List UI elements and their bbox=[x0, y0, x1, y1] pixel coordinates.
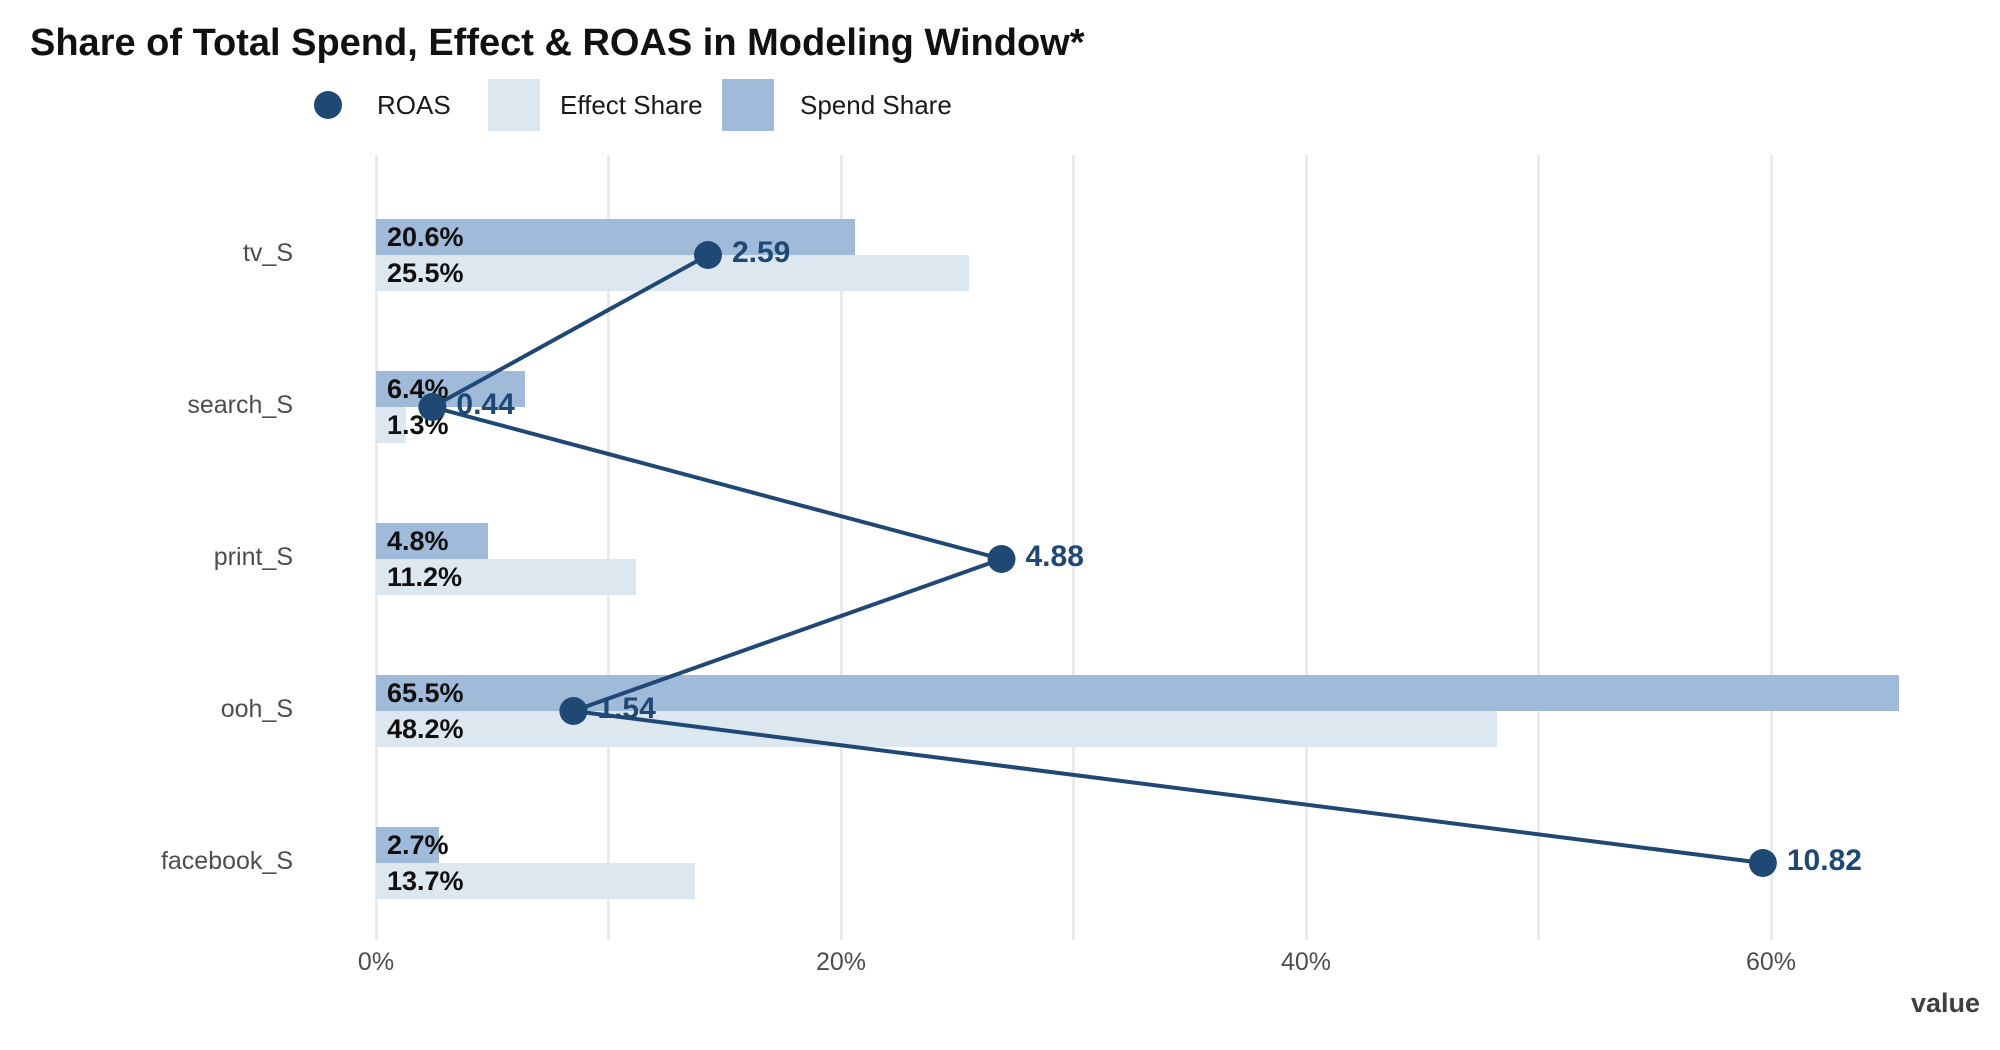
roas-value-label: 10.82 bbox=[1786, 844, 1862, 877]
y-axis-label: ooh_S bbox=[220, 695, 293, 723]
spend-share-value-label: 2.7% bbox=[387, 830, 449, 860]
y-axis-label: print_S bbox=[213, 543, 293, 571]
roas-value-label: 4.88 bbox=[1025, 540, 1084, 573]
legend-roas-dot-icon bbox=[314, 91, 342, 119]
effect-share-value-label: 11.2% bbox=[387, 562, 463, 592]
roas-point bbox=[418, 393, 447, 421]
roas-value-label: 1.54 bbox=[597, 692, 656, 725]
spend-share-value-label: 65.5% bbox=[387, 678, 464, 708]
roas-point bbox=[1748, 849, 1777, 877]
roas-value-label: 0.44 bbox=[456, 388, 515, 421]
spend-share-value-label: 4.8% bbox=[387, 526, 449, 556]
legend-label-effect-share: Effect Share bbox=[560, 90, 703, 120]
effect-share-value-label: 25.5% bbox=[387, 258, 464, 288]
x-tick-label: 40% bbox=[1280, 948, 1332, 976]
y-axis-label: facebook_S bbox=[160, 847, 293, 875]
gridline bbox=[1072, 155, 1075, 940]
gridline bbox=[1537, 155, 1540, 940]
gridline bbox=[839, 155, 843, 940]
effect-share-bar: 1.3% bbox=[376, 407, 449, 443]
legend-spend-share-swatch bbox=[722, 79, 774, 131]
gridline bbox=[1304, 155, 1308, 940]
roas-value-label: 2.59 bbox=[731, 236, 791, 269]
y-axis-label: search_S bbox=[187, 391, 293, 419]
gridline bbox=[1769, 155, 1773, 940]
spend-share-bar: 2.7% bbox=[376, 827, 449, 863]
roas-point bbox=[559, 697, 588, 725]
legend-label-roas: ROAS bbox=[377, 90, 451, 120]
spend-share-bar: 6.4% bbox=[376, 371, 525, 407]
effect-share-value-label: 13.7% bbox=[387, 866, 464, 896]
x-tick-label: 20% bbox=[815, 948, 867, 976]
legend: ROAS Effect Share Spend Share bbox=[0, 79, 2000, 131]
spend-share-value-label: 20.6% bbox=[387, 222, 464, 252]
roas-point bbox=[693, 241, 722, 269]
spend-share-bar: 4.8% bbox=[376, 523, 488, 559]
y-axis-label: tv_S bbox=[242, 239, 293, 267]
roas-line bbox=[427, 253, 1764, 865]
roas-point bbox=[987, 545, 1016, 573]
x-axis-title: value bbox=[1910, 988, 1980, 1018]
effect-share-bar: 13.7% bbox=[376, 863, 695, 899]
x-tick-label: 0% bbox=[357, 948, 395, 976]
legend-effect-share-swatch bbox=[488, 79, 540, 131]
legend-label-spend-share: Spend Share bbox=[800, 90, 952, 120]
gridline bbox=[607, 155, 610, 940]
effect-share-bar: 11.2% bbox=[376, 559, 637, 595]
chart-title: Share of Total Spend, Effect & ROAS in M… bbox=[30, 22, 1085, 64]
effect-share-bar: 48.2% bbox=[376, 711, 1497, 747]
x-tick-label: 60% bbox=[1745, 948, 1797, 976]
spend-share-bar: 20.6% bbox=[376, 219, 855, 255]
effect-share-value-label: 48.2% bbox=[387, 714, 464, 744]
